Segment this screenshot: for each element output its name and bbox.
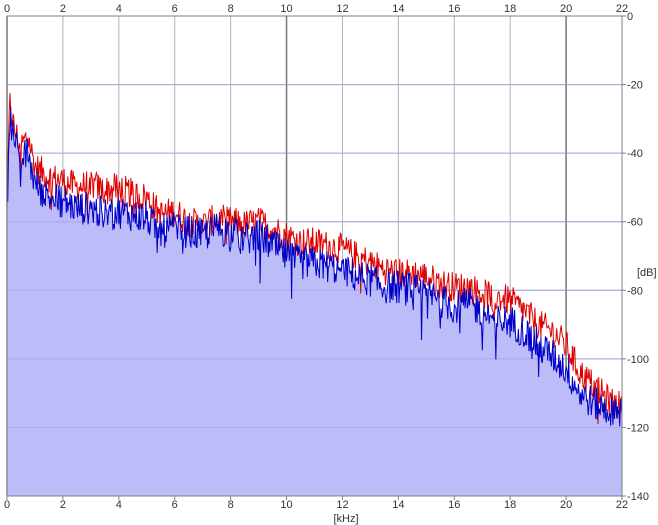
x-tick-label: 10: [280, 3, 292, 15]
x-tick-label: 2: [60, 3, 66, 15]
x-tick-label-bottom: 20: [560, 499, 572, 511]
x-tick-label-bottom: 14: [392, 499, 404, 511]
x-tick-label: 12: [336, 3, 348, 15]
y-tick-label: -60: [627, 217, 643, 229]
x-tick-label: 8: [228, 3, 234, 15]
x-tick-label-bottom: 4: [116, 499, 122, 511]
x-tick-label-bottom: 0: [4, 499, 10, 511]
x-tick-labels: 0 2 4 6 8 10 12 14 16 18 20 22 0 2 4 6 8 10 12…: [4, 3, 628, 511]
x-tick-label-bottom: 6: [172, 499, 178, 511]
series-red-line: [6, 92, 623, 424]
x-axis-label: [kHz]: [333, 513, 358, 525]
x-tick-label: 20: [560, 3, 572, 15]
x-tick-label: 16: [448, 3, 460, 15]
series-lines: [6, 92, 623, 427]
y-tick-label: -40: [627, 148, 643, 160]
x-tick-label-bottom: 16: [448, 499, 460, 511]
y-tick-label: -140: [627, 491, 649, 503]
y-tick-label: 0: [627, 11, 633, 23]
area-fill: [7, 106, 622, 497]
x-tick-label-bottom: 12: [336, 499, 348, 511]
y-tick-label: -20: [627, 80, 643, 92]
x-tick-label: 14: [392, 3, 404, 15]
y-tick-label: -80: [627, 285, 643, 297]
y-tick-labels: 0 -20 -40 -60 -80 -100 -120 -140: [627, 11, 649, 503]
x-tick-label-bottom: 8: [228, 499, 234, 511]
x-tick-label-bottom: 2: [60, 499, 66, 511]
x-tick-label: 4: [116, 3, 122, 15]
x-tick-label: 22: [616, 3, 628, 15]
y-tick-label: -100: [627, 354, 649, 366]
x-tick-label: 0: [4, 3, 10, 15]
x-tick-label-bottom: 18: [504, 499, 516, 511]
x-tick-label-bottom: 10: [280, 499, 292, 511]
plot-border: [6, 15, 623, 497]
plot-frame: [6, 15, 626, 500]
x-tick-label: 6: [172, 3, 178, 15]
y-axis-label: [dB]: [637, 267, 657, 279]
x-tick-label: 18: [504, 3, 516, 15]
y-tick-label: -120: [627, 422, 649, 434]
series-blue-line: [6, 106, 623, 427]
x-tick-label-bottom: 22: [616, 499, 628, 511]
